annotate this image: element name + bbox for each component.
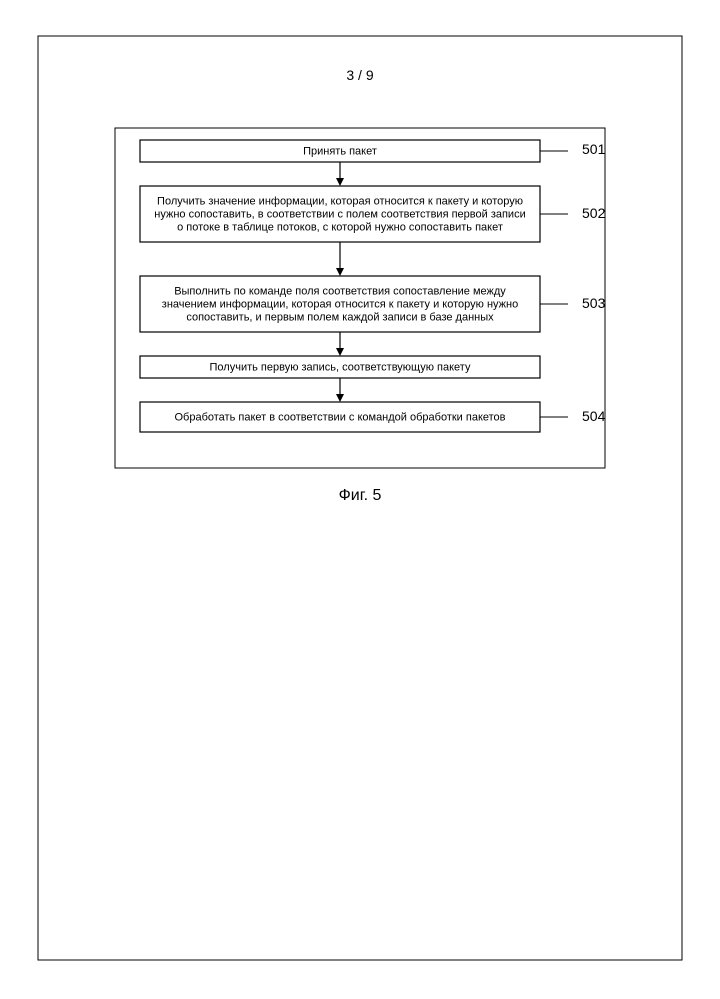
step-label-504: 504	[582, 408, 606, 424]
flow-box-b4-line-0: Получить первую запись, соответствующую …	[210, 362, 471, 374]
step-label-502: 502	[582, 205, 606, 221]
flow-box-b2-line-1: нужно сопоставить, в соответствии с поле…	[154, 209, 525, 221]
page-number: 3 / 9	[346, 67, 373, 83]
flow-box-b2-line-0: Получить значение информации, которая от…	[157, 196, 523, 208]
flow-box-b3-line-2: сопоставить, и первым полем каждой запис…	[186, 312, 494, 324]
flow-box-b5-line-0: Обработать пакет в соответствии с команд…	[174, 412, 505, 424]
flow-box-b2-line-2: о потоке в таблице потоков, с которой ну…	[177, 222, 503, 234]
arrow-head-1	[336, 268, 344, 276]
flow-box-b3-line-0: Выполнить по команде поля соответствия с…	[174, 286, 506, 298]
arrow-head-2	[336, 348, 344, 356]
arrow-head-3	[336, 394, 344, 402]
figure-caption: Фиг. 5	[339, 487, 382, 504]
flow-box-b1-line-0: Принять пакет	[303, 146, 377, 158]
step-label-501: 501	[582, 141, 606, 157]
arrow-head-0	[336, 178, 344, 186]
flow-box-b3-line-1: значением информации, которая относится …	[162, 299, 518, 311]
step-label-503: 503	[582, 295, 606, 311]
